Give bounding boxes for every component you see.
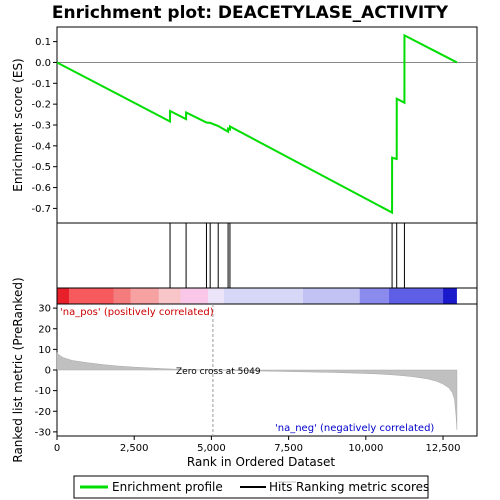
es-plot-frame xyxy=(56,26,478,224)
color-bar-segment xyxy=(302,288,360,304)
x-tick-label: 10,000 xyxy=(348,443,383,454)
color-bar-segment xyxy=(57,288,70,304)
x-tick-label: 0 xyxy=(54,443,60,454)
hits-panel xyxy=(56,222,478,289)
es-y-tick-label: -0.1 xyxy=(31,79,51,90)
x-axis-label: Rank in Ordered Dataset xyxy=(187,455,335,469)
es-y-tick-label: -0.2 xyxy=(31,100,51,111)
metric-y-tick-label: 0 xyxy=(45,366,51,377)
metric-y-tick-label: -30 xyxy=(35,427,51,438)
ranking-metric-area xyxy=(56,351,458,430)
color-bar-segment xyxy=(180,288,209,304)
x-tick-label: 7,500 xyxy=(274,443,303,454)
metric-y-tick-label: 10 xyxy=(38,345,51,356)
es-y-tick-label: -0.3 xyxy=(31,121,51,132)
x-tick-label: 2,500 xyxy=(120,443,149,454)
negative-correlation-label: 'na_neg' (negatively correlated) xyxy=(275,423,434,434)
metric-y-tick-label: 20 xyxy=(38,324,51,335)
es-y-tick-label: 0.0 xyxy=(35,58,51,69)
x-axis: 0 2,500 5,000 7,500 10,000 12,500 xyxy=(54,436,461,454)
ranking-color-bar xyxy=(56,287,478,305)
metric-panel: 30 20 10 0 -10 -20 -30 0 2,500 5,000 7,500 10,000 1… xyxy=(11,277,478,469)
legend-enrichment-label: Enrichment profile xyxy=(112,480,223,494)
es-y-tick-label: -0.5 xyxy=(31,162,51,173)
metric-y-tick-label: -10 xyxy=(35,386,51,397)
color-bar-segment xyxy=(443,288,457,304)
x-tick-label: 5,000 xyxy=(197,443,226,454)
color-bar-segment xyxy=(388,288,444,304)
es-y-tick-label: -0.4 xyxy=(31,141,51,152)
metric-y-tick-label: -20 xyxy=(35,407,51,418)
es-y-axis-label: Enrichment score (ES) xyxy=(11,58,25,191)
hit-marks xyxy=(169,223,405,288)
legend: Enrichment profile Hits Ranking metric s… xyxy=(73,475,429,499)
metric-y-tick-label: 30 xyxy=(38,304,51,315)
es-y-axis: 0.1 0.0 -0.1 -0.2 -0.3 -0.4 -0.5 -0.6 -0.7 xyxy=(31,37,57,215)
legend-hits-label: Hits xyxy=(269,480,292,494)
metric-y-axis: 30 20 10 0 -10 -20 -30 xyxy=(35,304,57,438)
zero-cross-label: Zero cross at 5049 xyxy=(176,367,261,377)
hits-frame xyxy=(56,222,478,289)
es-y-tick-label: -0.6 xyxy=(31,183,51,194)
es-y-tick-label: 0.1 xyxy=(35,37,51,48)
es-y-tick-label: -0.7 xyxy=(31,204,51,215)
enrichment-profile-line xyxy=(56,33,458,215)
x-tick-label: 12,500 xyxy=(426,443,461,454)
color-bar-segment xyxy=(208,288,224,304)
color-bar-segment xyxy=(130,288,159,304)
color-bar-segment xyxy=(223,288,303,304)
color-bar-segment xyxy=(69,288,114,304)
chart-title: Enrichment plot: DEACETYLASE_ACTIVITY xyxy=(52,3,449,23)
legend-metric-label: Ranking metric scores xyxy=(296,480,429,494)
positive-correlation-label: 'na_pos' (positively correlated) xyxy=(60,307,214,318)
color-bar-segment xyxy=(158,288,181,304)
metric-y-axis-label: Ranked list metric (PreRanked) xyxy=(11,277,25,462)
color-bar-segment xyxy=(113,288,131,304)
color-bar-segment xyxy=(359,288,389,304)
es-panel: 0.1 0.0 -0.1 -0.2 -0.3 -0.4 -0.5 -0.6 -0.7 Enric… xyxy=(11,26,478,224)
